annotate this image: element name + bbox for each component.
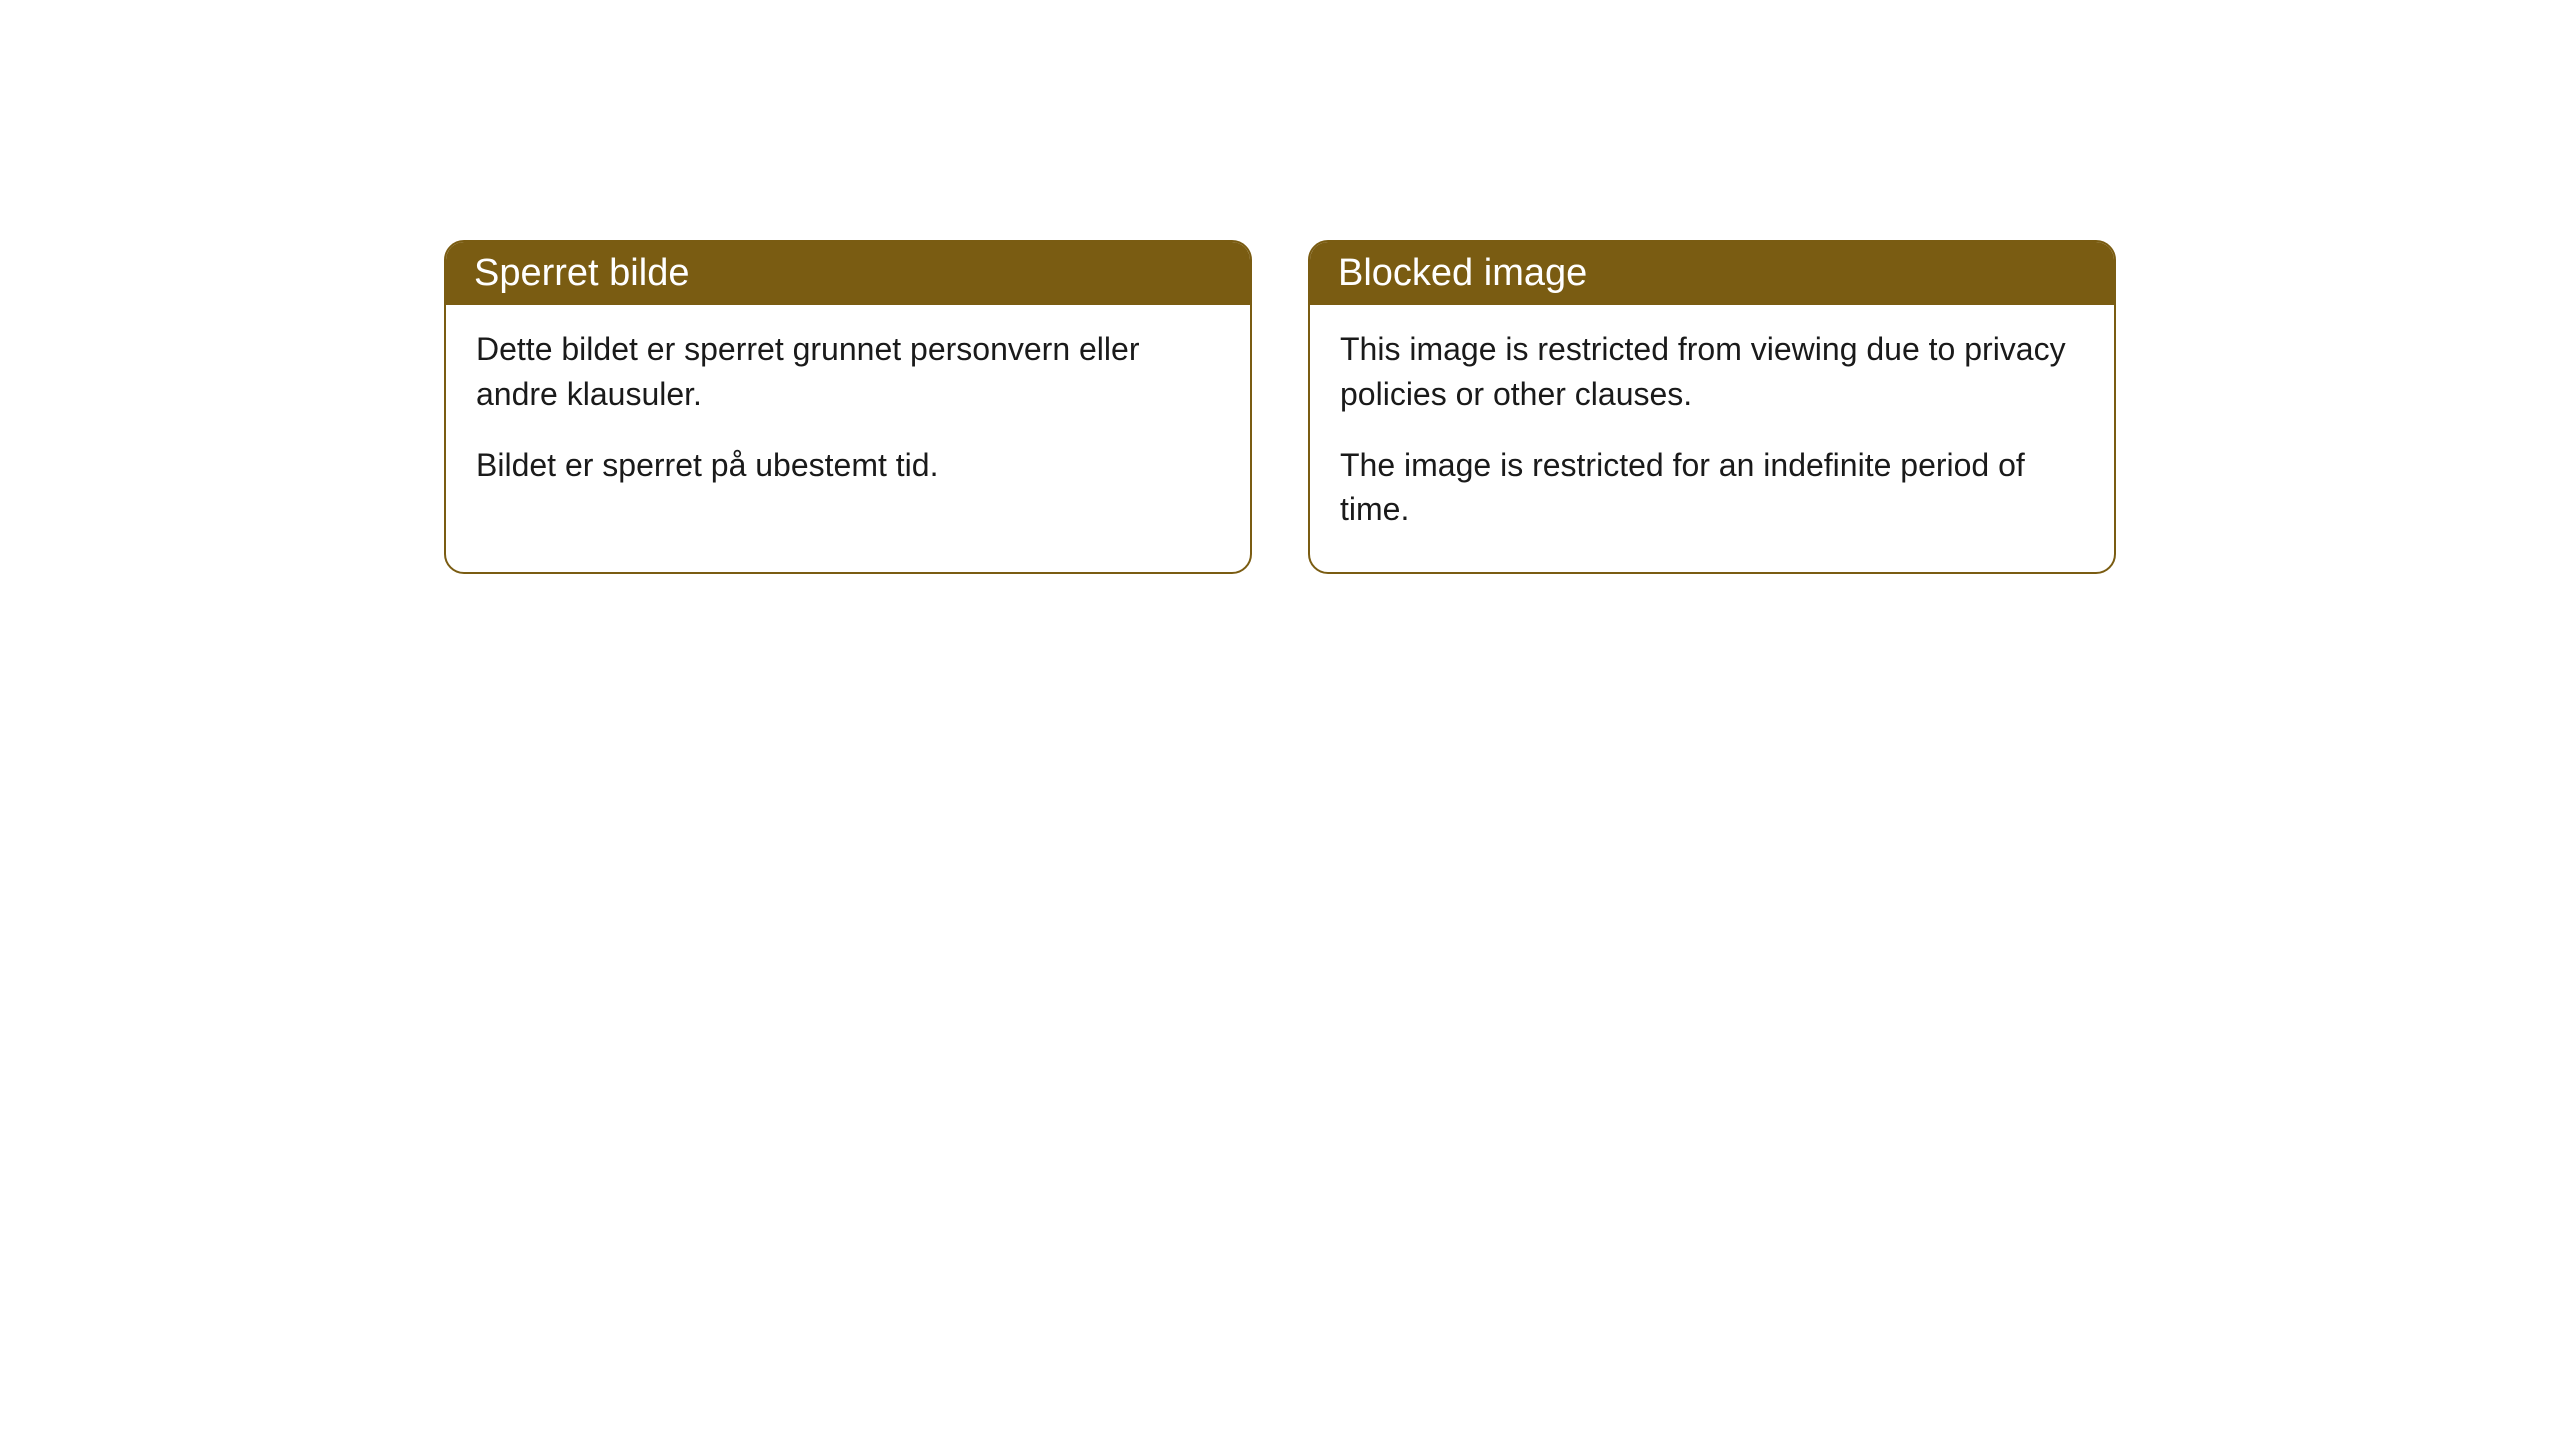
notice-body: This image is restricted from viewing du… — [1310, 305, 2114, 572]
notice-paragraph: The image is restricted for an indefinit… — [1340, 443, 2084, 533]
notice-paragraph: Dette bildet er sperret grunnet personve… — [476, 327, 1220, 417]
notice-header: Blocked image — [1310, 242, 2114, 305]
notice-card-norwegian: Sperret bilde Dette bildet er sperret gr… — [444, 240, 1252, 574]
notice-card-english: Blocked image This image is restricted f… — [1308, 240, 2116, 574]
notice-body: Dette bildet er sperret grunnet personve… — [446, 305, 1250, 527]
notice-paragraph: Bildet er sperret på ubestemt tid. — [476, 443, 1220, 488]
notice-header: Sperret bilde — [446, 242, 1250, 305]
notice-container: Sperret bilde Dette bildet er sperret gr… — [0, 240, 2560, 574]
notice-paragraph: This image is restricted from viewing du… — [1340, 327, 2084, 417]
